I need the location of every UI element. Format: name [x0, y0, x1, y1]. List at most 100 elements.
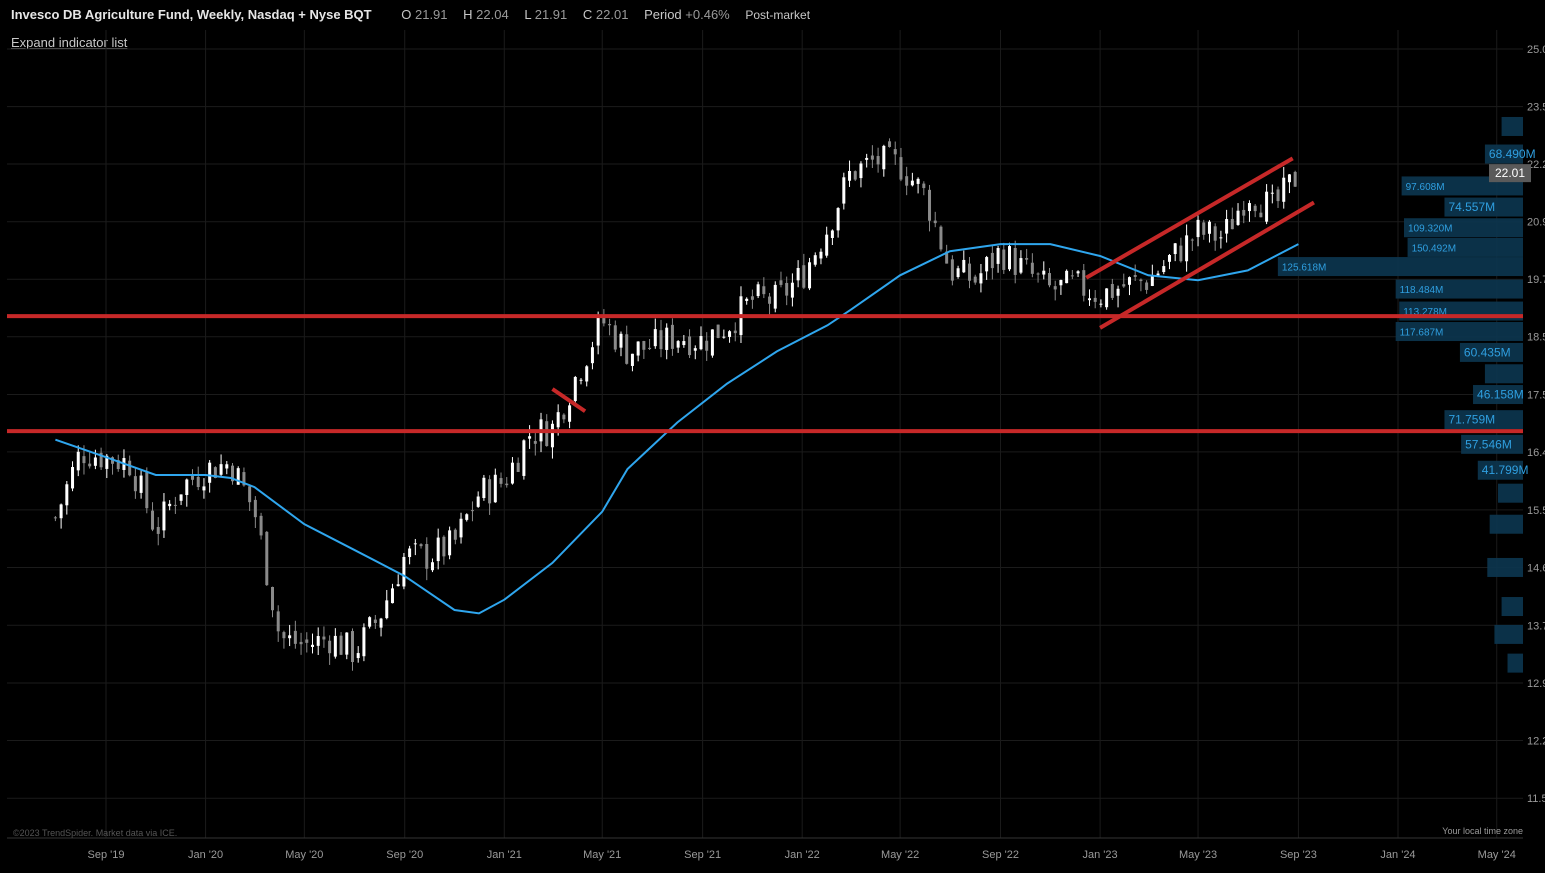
y-tick-label: 18.58 — [1527, 332, 1545, 344]
y-tick-label: 20.93 — [1527, 217, 1545, 229]
expand-indicator-list-link[interactable]: Expand indicator list — [11, 35, 128, 50]
candle-body — [430, 562, 434, 571]
candle-body — [1150, 275, 1154, 286]
volume-profile-bar — [1395, 279, 1523, 299]
candle-body — [1282, 177, 1286, 202]
candle-body — [305, 639, 309, 643]
close-label: C — [582, 7, 593, 22]
candle-body — [608, 324, 612, 326]
candle-body — [613, 325, 617, 350]
candle-body — [419, 544, 423, 547]
candle-body — [1110, 283, 1114, 298]
volume-profile-bar — [1501, 597, 1523, 617]
price-axis[interactable]: 25.03 23.58 22.22 20.93 19.72 18.58 17.50 16.49… — [1527, 44, 1545, 805]
candle-body — [145, 472, 149, 509]
candle-body — [1070, 275, 1074, 277]
candle-body — [722, 336, 726, 338]
candle-body — [436, 537, 440, 562]
candle-body — [270, 586, 274, 611]
volume-profile-bar — [1507, 653, 1523, 673]
volume-profile-label: 74.557M — [1448, 200, 1495, 214]
candle-body — [499, 478, 503, 484]
candle-body — [956, 268, 960, 278]
candle-body — [865, 157, 869, 160]
y-tick-label: 22.22 — [1527, 159, 1545, 171]
x-tick-label: Sep '23 — [1280, 849, 1317, 861]
horizontal-levels[interactable] — [7, 314, 1523, 434]
candle-body — [733, 330, 737, 334]
y-tick-label: 12.23 — [1527, 735, 1545, 747]
volume-profile-label: 113.278M — [1403, 307, 1447, 318]
candle-body — [253, 499, 257, 518]
candle-body — [750, 296, 754, 300]
period-label: Period — [644, 7, 682, 22]
open-value: 21.91 — [414, 7, 448, 22]
candle-body — [533, 441, 537, 444]
candle-body — [1173, 243, 1177, 255]
candle-body — [156, 527, 160, 534]
candle-body — [1145, 282, 1149, 290]
time-axis[interactable]: Sep '19 Jan '20 May '20 Sep '20 Jan '21 May '… — [7, 837, 1523, 861]
volume-profile-bar — [1494, 624, 1523, 644]
candle-body — [568, 405, 572, 422]
y-tick-label: 19.72 — [1527, 274, 1545, 286]
candle-body — [116, 460, 120, 470]
candle-body — [1162, 266, 1166, 273]
candle-body — [1242, 209, 1246, 216]
trendlines[interactable] — [551, 156, 1315, 413]
candle-body — [905, 176, 909, 186]
candle-body — [179, 494, 183, 501]
close-value: 22.01 — [595, 7, 629, 22]
volume-profile-bar — [1487, 557, 1523, 577]
candle-body — [893, 149, 897, 155]
candle-body — [93, 457, 97, 466]
x-tick-label: May '21 — [583, 849, 621, 861]
candle-body — [356, 653, 360, 659]
candle-body — [745, 298, 749, 301]
volume-profile-bar — [1404, 218, 1523, 238]
y-tick-label: 15.53 — [1527, 505, 1545, 517]
x-tick-label: Sep '22 — [982, 849, 1019, 861]
candle-body — [202, 486, 206, 491]
candle-body — [413, 543, 417, 545]
candle-body — [362, 627, 366, 657]
candle-body — [1042, 270, 1046, 275]
last-price-marker: 22.01 — [1489, 164, 1531, 183]
candle-body — [1202, 222, 1206, 235]
candle-body — [962, 259, 966, 273]
x-tick-label: Sep '21 — [684, 849, 721, 861]
symbol-title[interactable]: Invesco DB Agriculture Fund, Weekly, Nas… — [11, 7, 372, 22]
volume-profile-bar — [1395, 322, 1523, 342]
candle-body — [350, 631, 354, 663]
candle-body — [1219, 237, 1223, 239]
candle-body — [636, 341, 640, 356]
candle-body — [133, 476, 137, 492]
trendline — [551, 387, 587, 413]
volume-profile-bar — [1489, 514, 1523, 534]
x-tick-label: May '23 — [1179, 849, 1217, 861]
candle-body — [1013, 247, 1017, 275]
candle-body — [556, 412, 560, 428]
candle-body — [916, 178, 920, 184]
candle-body — [1253, 205, 1257, 212]
candle-body — [705, 340, 709, 351]
candle-body — [510, 462, 514, 484]
high-label: H — [463, 7, 473, 22]
candle-body — [293, 630, 297, 644]
volume-profile-bar — [1484, 144, 1523, 164]
candle-body — [1122, 284, 1126, 287]
candle-body — [408, 548, 412, 558]
candle-body — [488, 479, 492, 504]
candle-body — [882, 145, 886, 170]
candle-body — [642, 341, 646, 350]
volume-profile-bar — [1477, 460, 1523, 480]
period-value: +0.46% — [685, 7, 730, 22]
y-tick-label: 25.03 — [1527, 44, 1545, 56]
candle-body — [196, 476, 200, 488]
candle-body — [231, 465, 235, 482]
candle-body — [470, 510, 474, 512]
candle-body — [596, 315, 600, 346]
y-tick-label: 12.98 — [1527, 678, 1545, 690]
candle-body — [813, 255, 817, 265]
